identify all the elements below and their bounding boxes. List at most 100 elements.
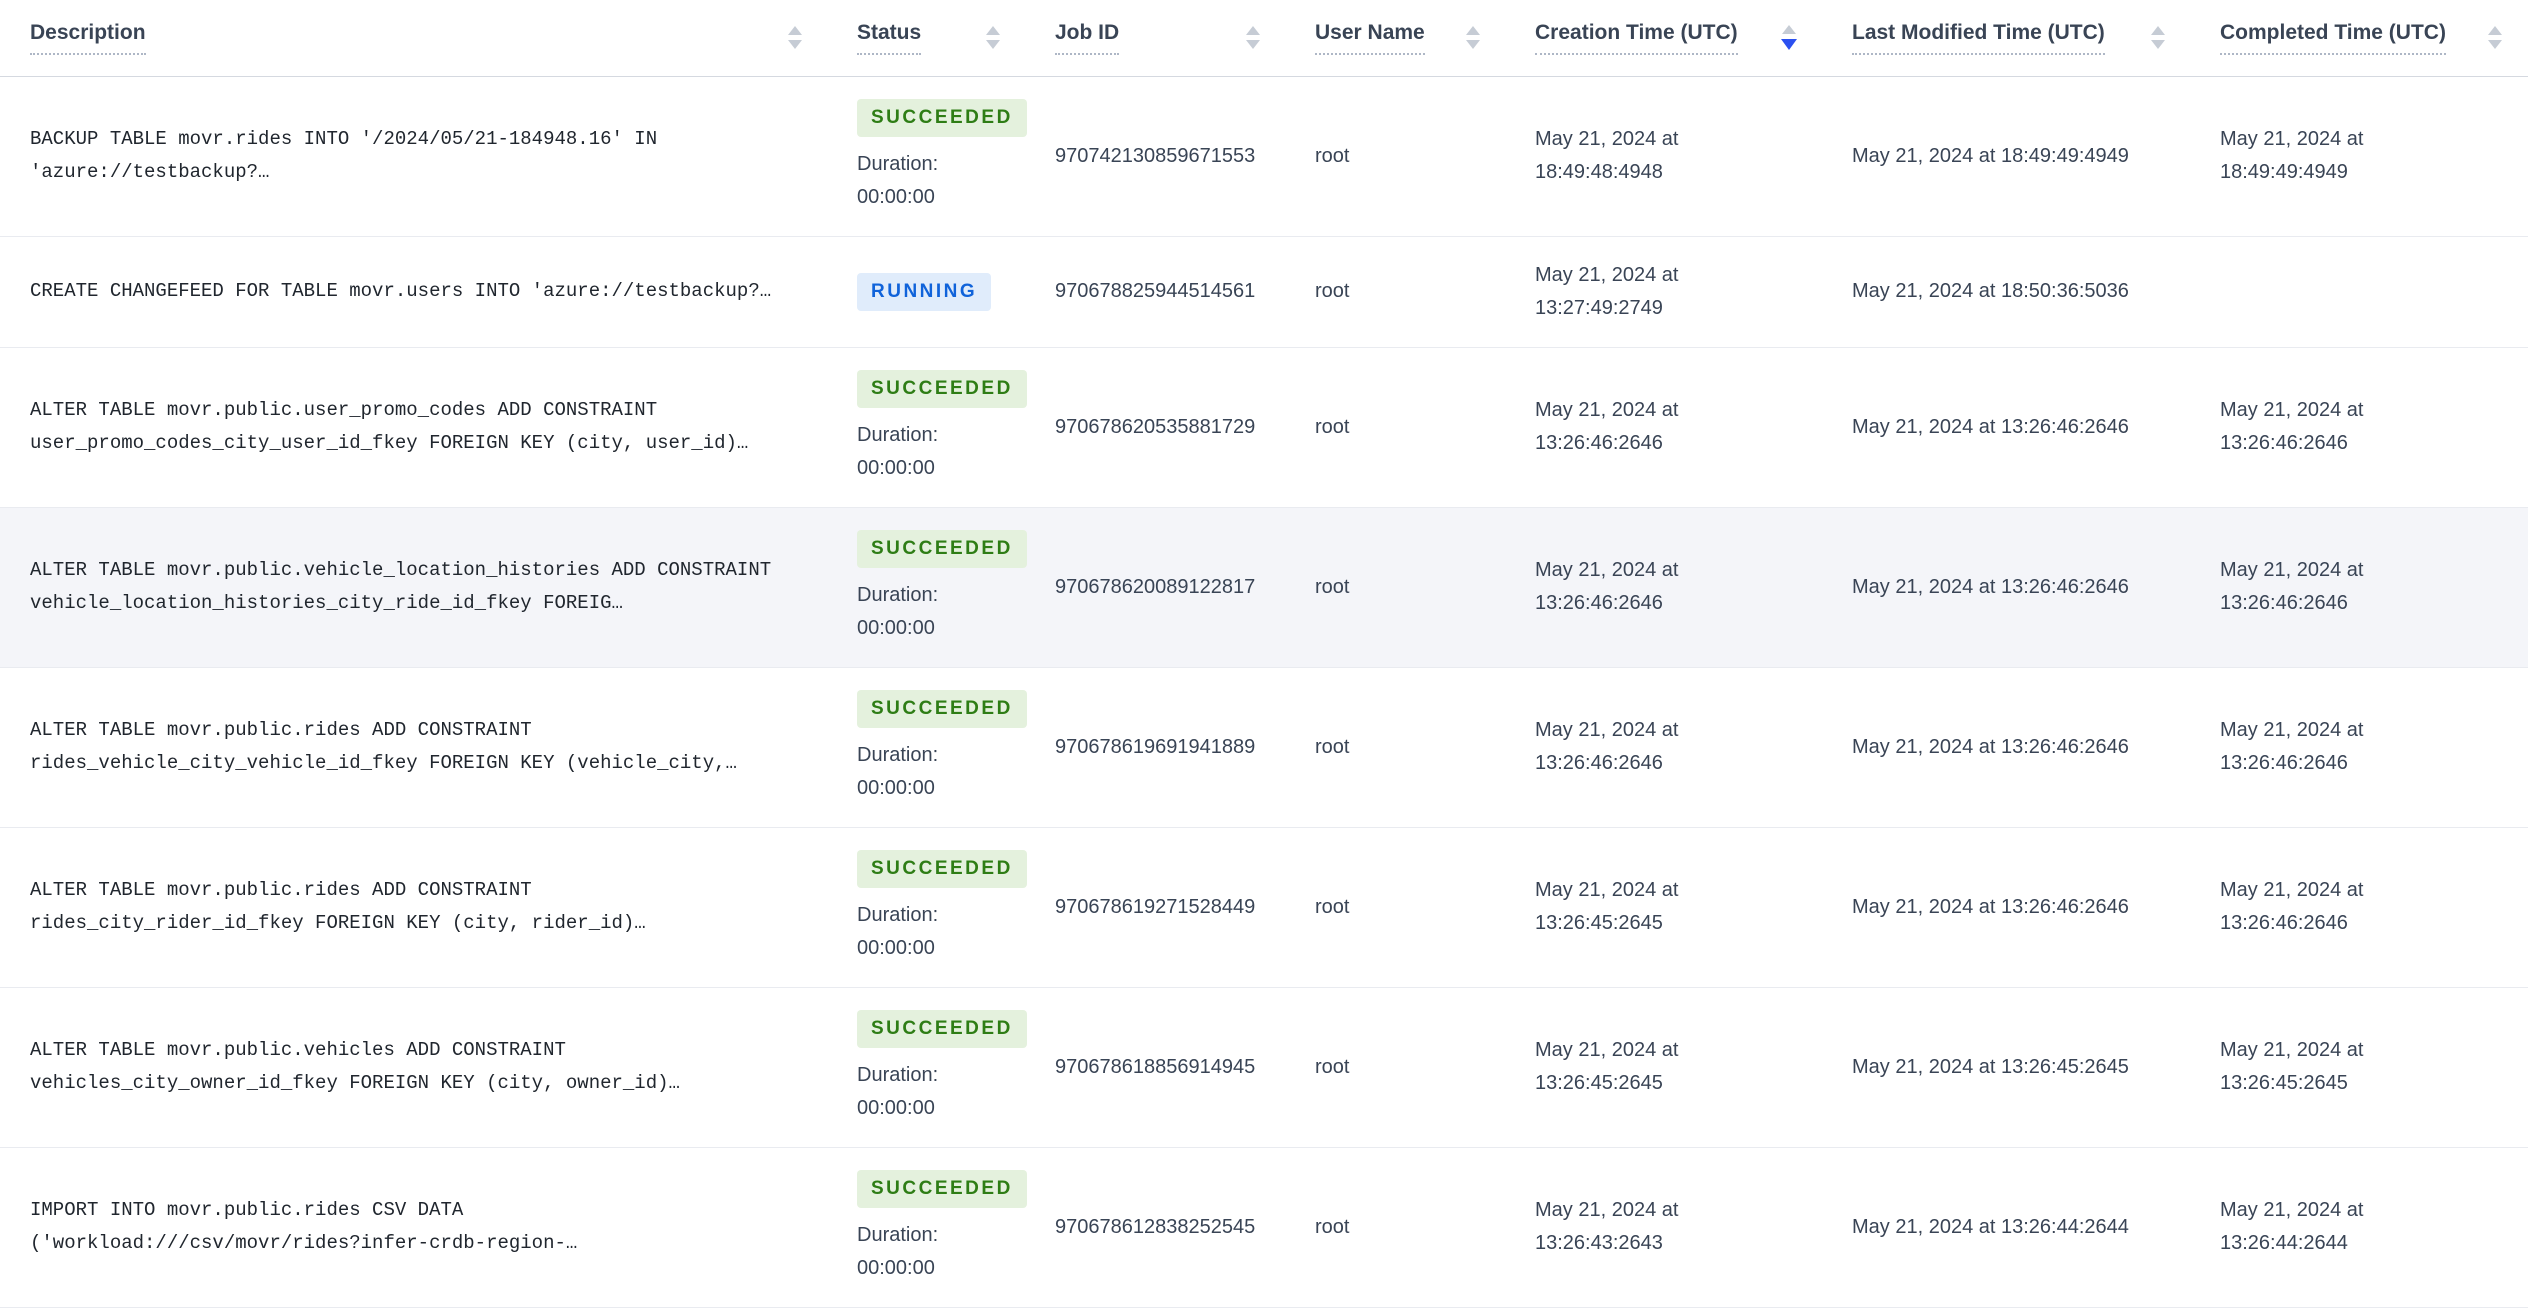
last-modified-time: May 21, 2024 at 13:26:46:2646 — [1852, 415, 2129, 438]
sort-icon — [1781, 25, 1797, 51]
duration-label: Duration: — [857, 583, 939, 606]
job-description[interactable]: ALTER TABLE movr.public.vehicle_location… — [30, 559, 772, 614]
duration-block: Duration: 00:00:00 — [857, 739, 1035, 805]
creation-time: May 21, 2024 at 13:26:46:2646 — [1535, 719, 1679, 774]
table-row: ALTER TABLE movr.public.user_promo_codes… — [0, 347, 2528, 507]
duration-value: 00:00:00 — [857, 616, 935, 639]
sort-desc-icon — [1781, 39, 1797, 51]
user-name: root — [1315, 575, 1350, 598]
job-description[interactable]: CREATE CHANGEFEED FOR TABLE movr.users I… — [30, 280, 772, 302]
job-id: 970678612838252545 — [1055, 1215, 1256, 1238]
job-description[interactable]: ALTER TABLE movr.public.vehicles ADD CON… — [30, 1039, 680, 1094]
column-header-label: Description — [30, 20, 146, 44]
column-header-description[interactable]: Description — [0, 0, 857, 77]
column-header-status[interactable]: Status — [857, 0, 1055, 77]
last-modified-time: May 21, 2024 at 18:50:36:5036 — [1852, 280, 2129, 302]
duration-value: 00:00:00 — [857, 936, 935, 959]
last-modified-time: May 21, 2024 at 13:26:46:2646 — [1852, 575, 2129, 598]
status-badge: SUCCEEDED — [857, 689, 1027, 728]
duration-block: Duration: 00:00:00 — [857, 1219, 1035, 1285]
user-name: root — [1315, 1055, 1350, 1078]
completed-time: May 21, 2024 at 13:26:44:2644 — [2220, 1199, 2364, 1254]
completed-time: May 21, 2024 at 18:49:49:4949 — [2220, 128, 2364, 183]
duration-block: Duration: 00:00:00 — [857, 579, 1035, 645]
creation-time: May 21, 2024 at 13:26:45:2645 — [1535, 1039, 1679, 1094]
creation-time: May 21, 2024 at 13:27:49:2749 — [1535, 263, 1679, 319]
user-name: root — [1315, 735, 1350, 758]
column-header-creation-time-utc[interactable]: Creation Time (UTC) — [1535, 0, 1852, 77]
table-row: BACKUP TABLE movr.rides INTO '/2024/05/2… — [0, 76, 2528, 236]
duration-value: 00:00:00 — [857, 1256, 935, 1279]
last-modified-time: May 21, 2024 at 13:26:46:2646 — [1852, 735, 2129, 758]
job-description[interactable]: BACKUP TABLE movr.rides INTO '/2024/05/2… — [30, 128, 658, 183]
job-id: 970678618856914945 — [1055, 1055, 1256, 1078]
sort-desc-icon — [788, 40, 802, 50]
jobs-table-body: BACKUP TABLE movr.rides INTO '/2024/05/2… — [0, 76, 2528, 1307]
last-modified-time: May 21, 2024 at 13:26:44:2644 — [1852, 1215, 2129, 1238]
sort-asc-icon — [1782, 25, 1796, 35]
job-description[interactable]: ALTER TABLE movr.public.rides ADD CONSTR… — [30, 879, 646, 934]
sort-icon — [2488, 26, 2502, 50]
job-description[interactable]: ALTER TABLE movr.public.rides ADD CONSTR… — [30, 719, 737, 774]
status-badge: SUCCEEDED — [857, 369, 1027, 408]
table-row: CREATE CHANGEFEED FOR TABLE movr.users I… — [0, 236, 2528, 347]
column-header-label: Job ID — [1055, 20, 1120, 44]
sort-icon — [1246, 26, 1260, 50]
status-badge: RUNNING — [857, 272, 992, 311]
last-modified-time: May 21, 2024 at 18:49:49:4949 — [1852, 144, 2129, 167]
creation-time: May 21, 2024 at 18:49:48:4948 — [1535, 128, 1679, 183]
sort-asc-icon — [2488, 26, 2502, 36]
status-badge: SUCCEEDED — [857, 1169, 1027, 1208]
column-header-last-modified-time-utc[interactable]: Last Modified Time (UTC) — [1852, 0, 2220, 77]
sort-asc-icon — [2151, 26, 2165, 36]
sort-icon — [788, 26, 802, 50]
creation-time: May 21, 2024 at 13:26:45:2645 — [1535, 879, 1679, 934]
job-id: 970678620535881729 — [1055, 415, 1256, 438]
duration-block: Duration: 00:00:00 — [857, 148, 1035, 214]
sort-asc-icon — [788, 26, 802, 36]
creation-time: May 21, 2024 at 13:26:43:2643 — [1535, 1199, 1679, 1254]
user-name: root — [1315, 895, 1350, 918]
jobs-table-header: Description Status Job ID — [0, 0, 2528, 77]
column-header-user-name[interactable]: User Name — [1315, 0, 1535, 77]
status-badge: SUCCEEDED — [857, 529, 1027, 568]
sort-desc-icon — [2488, 40, 2502, 50]
duration-label: Duration: — [857, 903, 939, 926]
column-header-label: Completed Time (UTC) — [2220, 20, 2446, 44]
job-description[interactable]: ALTER TABLE movr.public.user_promo_codes… — [30, 399, 749, 454]
completed-time: May 21, 2024 at 13:26:46:2646 — [2220, 879, 2364, 934]
column-header-label: Last Modified Time (UTC) — [1852, 20, 2105, 44]
duration-label: Duration: — [857, 743, 939, 766]
job-id: 970742130859671553 — [1055, 144, 1256, 167]
creation-time: May 21, 2024 at 13:26:46:2646 — [1535, 559, 1679, 614]
job-description[interactable]: IMPORT INTO movr.public.rides CSV DATA (… — [30, 1199, 578, 1254]
job-id: 970678619691941889 — [1055, 735, 1256, 758]
sort-icon — [986, 26, 1000, 50]
creation-time: May 21, 2024 at 13:26:46:2646 — [1535, 399, 1679, 454]
duration-value: 00:00:00 — [857, 456, 935, 479]
sort-asc-icon — [1466, 26, 1480, 36]
column-header-label: Creation Time (UTC) — [1535, 20, 1738, 44]
job-id: 970678825944514561 — [1055, 280, 1256, 302]
duration-value: 00:00:00 — [857, 1096, 935, 1119]
duration-value: 00:00:00 — [857, 776, 935, 799]
status-badge: SUCCEEDED — [857, 98, 1027, 137]
duration-block: Duration: 00:00:00 — [857, 899, 1035, 965]
table-row: ALTER TABLE movr.public.rides ADD CONSTR… — [0, 667, 2528, 827]
job-id: 970678620089122817 — [1055, 575, 1256, 598]
duration-label: Duration: — [857, 1223, 939, 1246]
sort-desc-icon — [1466, 40, 1480, 50]
duration-label: Duration: — [857, 1063, 939, 1086]
completed-time: May 21, 2024 at 13:26:46:2646 — [2220, 719, 2364, 774]
sort-desc-icon — [2151, 40, 2165, 50]
user-name: root — [1315, 1215, 1350, 1238]
last-modified-time: May 21, 2024 at 13:26:46:2646 — [1852, 895, 2129, 918]
header-row: Description Status Job ID — [0, 0, 2528, 77]
column-header-job-id[interactable]: Job ID — [1055, 0, 1315, 77]
column-header-label: User Name — [1315, 20, 1425, 44]
status-badge: SUCCEEDED — [857, 1009, 1027, 1048]
column-header-completed-time-utc[interactable]: Completed Time (UTC) — [2220, 0, 2528, 77]
duration-block: Duration: 00:00:00 — [857, 419, 1035, 485]
duration-label: Duration: — [857, 423, 939, 446]
